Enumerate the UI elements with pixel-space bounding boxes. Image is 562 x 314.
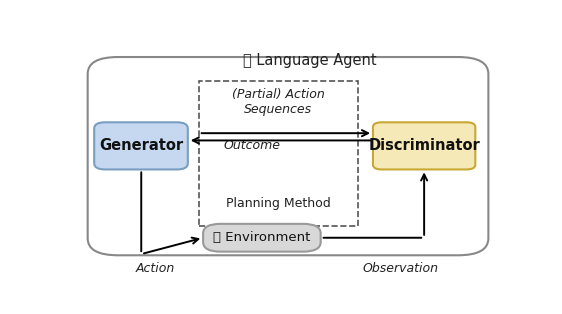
- FancyBboxPatch shape: [203, 224, 321, 252]
- Bar: [199, 81, 357, 226]
- Text: (Partial) Action
Sequences: (Partial) Action Sequences: [232, 88, 325, 116]
- Text: Generator: Generator: [99, 138, 183, 153]
- Text: 🤖 Language Agent: 🤖 Language Agent: [243, 53, 377, 68]
- Text: Observation: Observation: [362, 262, 438, 275]
- FancyBboxPatch shape: [94, 122, 188, 170]
- FancyBboxPatch shape: [88, 57, 488, 255]
- Text: Planning Method: Planning Method: [226, 197, 331, 210]
- Text: 🌍 Environment: 🌍 Environment: [213, 231, 311, 244]
- FancyBboxPatch shape: [373, 122, 475, 170]
- Text: Action: Action: [135, 262, 175, 275]
- Text: Discriminator: Discriminator: [368, 138, 480, 153]
- Text: Outcome: Outcome: [224, 139, 281, 152]
